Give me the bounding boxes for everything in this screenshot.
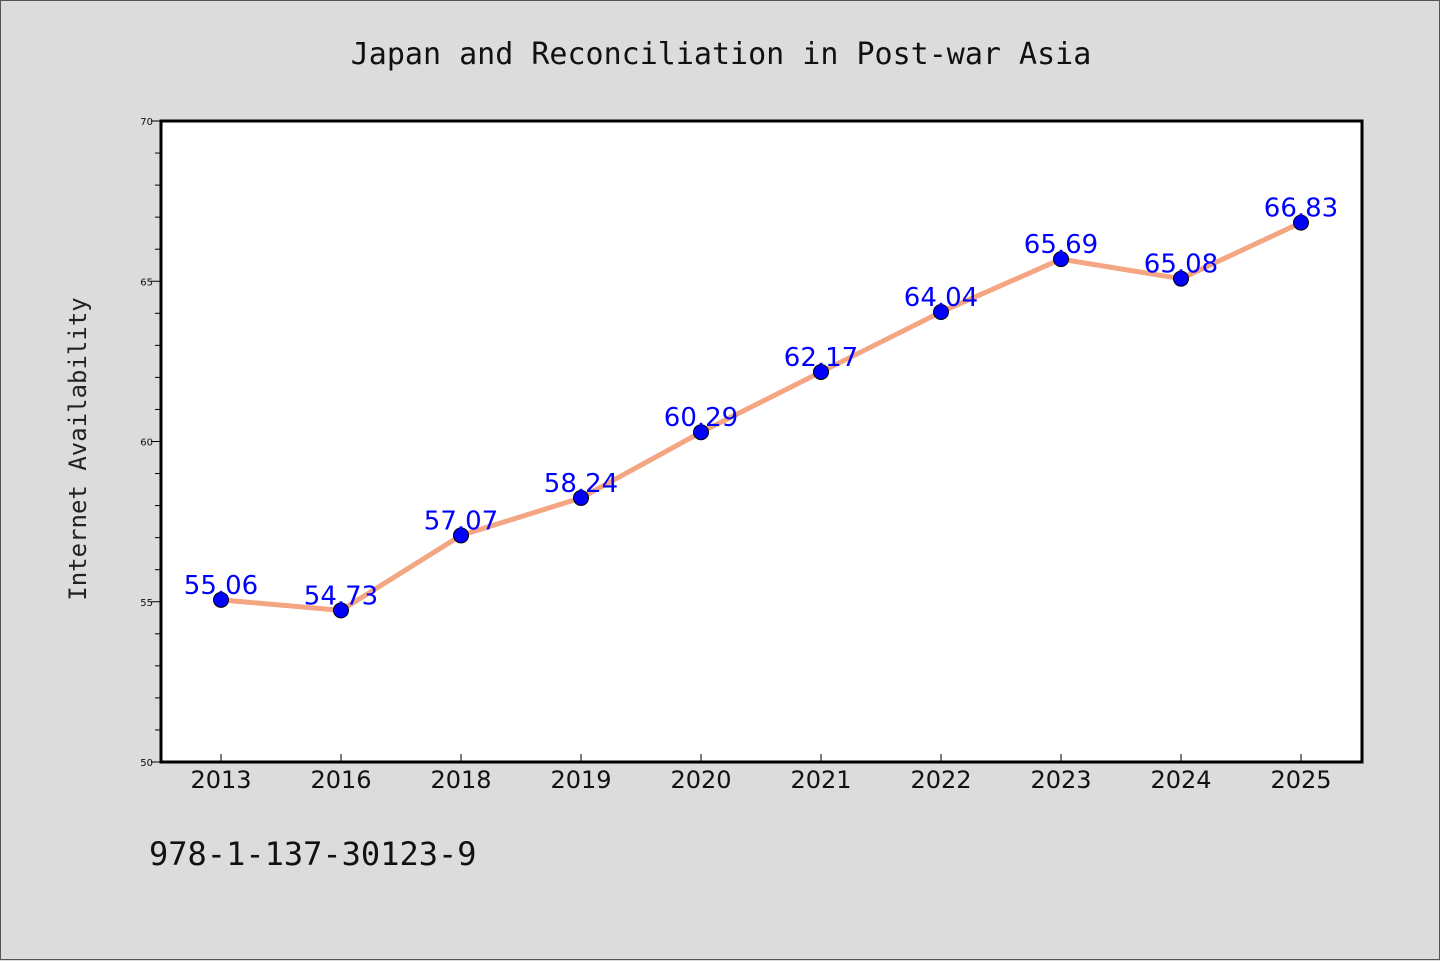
data-point-marker [453,527,469,544]
y-tick-label: 55 [140,598,153,609]
y-tick-label: 60 [140,438,153,449]
chart-title: Japan and Reconciliation in Post-war Asi… [351,37,1092,72]
data-point-marker [693,424,709,441]
x-tick-label: 2025 [1270,766,1331,794]
data-point-marker [1173,270,1189,287]
data-label-group: 55.06 54.73 57.07 58.24 60.29 62.17 64.04 65.69… [184,194,1338,612]
data-label: 64.04 [904,283,978,313]
x-tick-label: 2020 [670,766,731,794]
data-point-marker [813,363,829,380]
series-line-group [218,220,1304,613]
data-point-marker [333,602,349,619]
data-label: 65.69 [1024,230,1098,260]
x-tick-label: 2022 [910,766,971,794]
data-label: 65.08 [1144,250,1218,280]
data-point-marker [933,304,949,321]
data-label: 58.24 [544,469,618,499]
data-label: 60.29 [664,403,738,433]
y-axis: 50 55 60 65 70 [140,117,161,769]
y-tick-label: 70 [140,117,153,128]
x-tick-label: 2021 [790,766,851,794]
x-tick-label: 2016 [310,766,371,794]
data-label: 54.73 [304,581,378,611]
x-tick-label: 2023 [1030,766,1091,794]
x-axis: 2013 2016 2018 2019 2020 2021 2022 2023 2024 2025 [190,754,1332,794]
y-axis-label: Internet Availability [64,297,92,600]
footnote-isbn: 978-1-137-30123-9 [149,835,477,873]
x-tick-label: 2018 [430,766,491,794]
y-tick-label: 65 [140,277,153,288]
marker-group [213,214,1309,619]
data-point-marker [1053,251,1069,268]
data-label: 57.07 [424,506,498,536]
x-tick-label: 2019 [550,766,611,794]
x-tick-label: 2024 [1150,766,1211,794]
data-label: 55.06 [184,571,258,601]
data-label: 62.17 [784,343,858,373]
y-tick-label: 50 [140,758,153,769]
data-point-marker [573,489,589,506]
data-point-marker [1293,214,1309,231]
plot-area [159,119,1364,764]
series-line [218,220,1304,613]
data-label: 66.83 [1264,194,1338,224]
x-tick-label: 2013 [190,766,251,794]
data-point-marker [213,591,229,608]
